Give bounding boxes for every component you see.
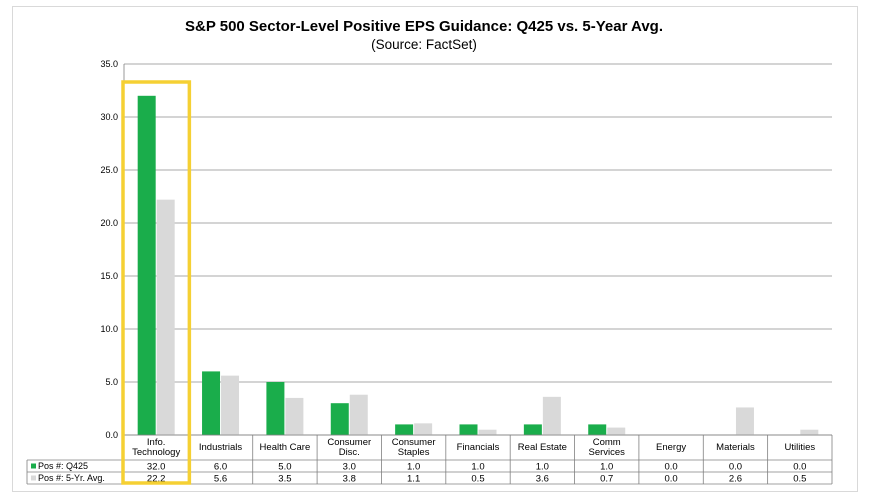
data-label: 22.2 [147, 474, 166, 485]
bar-q425 [395, 424, 414, 435]
y-tick-label: 35.0 [100, 59, 118, 69]
chart-subtitle: (Source: FactSet) [371, 37, 477, 52]
category-label: Industrials [199, 442, 243, 453]
bar-q425 [202, 371, 221, 435]
data-label: 1.1 [407, 474, 420, 485]
bar-5yr-avg [156, 199, 175, 435]
y-tick-label: 5.0 [105, 377, 118, 387]
category-label: Staples [398, 447, 430, 458]
y-tick-label: 15.0 [100, 271, 118, 281]
data-label: 0.5 [471, 474, 484, 485]
data-label: 0.0 [729, 462, 742, 473]
chart-title: S&P 500 Sector-Level Positive EPS Guidan… [185, 18, 663, 35]
data-label: 0.5 [793, 474, 806, 485]
data-label: 3.6 [536, 474, 549, 485]
bar-q425 [459, 424, 478, 435]
data-label: 6.0 [214, 462, 227, 473]
bar-5yr-avg [800, 429, 819, 435]
y-tick-label: 30.0 [100, 112, 118, 122]
bar-5yr-avg [349, 394, 368, 435]
y-axis: 0.0 5.0 10.0 15.0 20.0 25.0 30.0 35.0 [100, 59, 125, 440]
data-label: 2.6 [729, 474, 742, 485]
category-label: Real Estate [518, 442, 567, 453]
data-table: Info.Technology Industrials Health Care Con… [26, 434, 833, 485]
data-label: 0.0 [664, 462, 677, 473]
data-label: 1.0 [600, 462, 613, 473]
legend-swatch [31, 475, 36, 481]
bar-5yr-avg [607, 427, 626, 435]
bar-q425 [330, 403, 349, 435]
data-label: 3.5 [278, 474, 291, 485]
legend-label: Pos #: Q425 [38, 461, 88, 471]
bar-q425 [523, 424, 542, 435]
category-label: Health Care [260, 442, 311, 453]
data-label: 5.6 [214, 474, 227, 485]
data-label: 32.0 [147, 462, 166, 473]
category-label: Energy [656, 442, 686, 453]
data-label: 0.0 [664, 474, 677, 485]
bar-5yr-avg [735, 407, 754, 435]
bars [137, 95, 819, 436]
category-label: Consumer [327, 437, 371, 448]
category-label: Info. [147, 437, 166, 448]
data-label: 3.8 [343, 474, 356, 485]
y-tick-label: 20.0 [100, 218, 118, 228]
y-tick-label: 0.0 [105, 430, 118, 440]
bar-q425 [266, 382, 285, 435]
y-tick-label: 10.0 [100, 324, 118, 334]
data-label: 0.0 [793, 462, 806, 473]
data-label: 0.7 [600, 474, 613, 485]
data-label: 1.0 [536, 462, 549, 473]
data-label: 5.0 [278, 462, 291, 473]
bar-5yr-avg [221, 375, 240, 435]
bar-5yr-avg [542, 396, 561, 435]
category-label: Services [589, 447, 626, 458]
chart-frame [12, 6, 858, 492]
highlight-box [121, 80, 192, 485]
category-label: Materials [716, 442, 755, 453]
y-tick-label: 25.0 [100, 165, 118, 175]
category-label: Technology [132, 447, 180, 458]
highlight-rect [121, 80, 192, 485]
bar-5yr-avg [414, 423, 433, 435]
bar-5yr-avg [478, 429, 497, 435]
bar-5yr-avg [285, 397, 304, 435]
category-label: Consumer [392, 437, 436, 448]
category-label: Utilities [785, 442, 816, 453]
legend-label: Pos #: 5-Yr. Avg. [38, 473, 105, 483]
bar-q425 [137, 95, 156, 436]
legend-swatch [31, 463, 36, 469]
category-label: Comm [593, 437, 621, 448]
data-label: 1.0 [471, 462, 484, 473]
category-label: Disc. [339, 447, 360, 458]
bar-q425 [588, 424, 607, 435]
data-label: 3.0 [343, 462, 356, 473]
category-label: Financials [457, 442, 500, 453]
data-label: 1.0 [407, 462, 420, 473]
